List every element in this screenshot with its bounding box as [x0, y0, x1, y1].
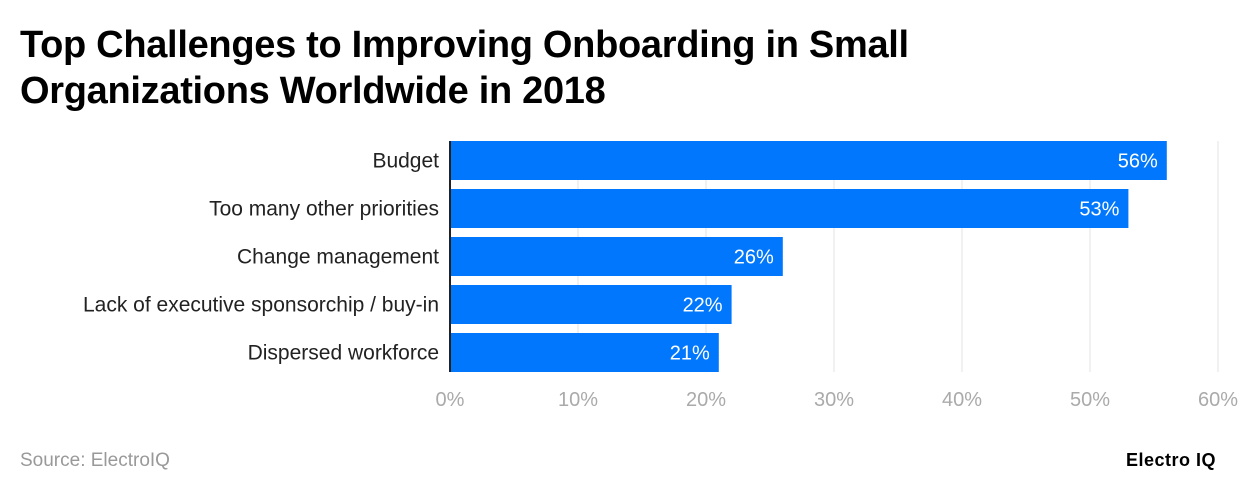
bar: [450, 285, 732, 324]
data-label: 26%: [734, 247, 774, 269]
x-tick-label: 20%: [686, 389, 726, 411]
category-label: Budget: [372, 150, 439, 173]
source-note: Source: ElectroIQ: [20, 450, 170, 471]
x-tick-label: 60%: [1198, 389, 1238, 411]
x-tick-label: 30%: [814, 389, 854, 411]
category-label: Change management: [237, 246, 439, 269]
x-tick-label: 0%: [436, 389, 465, 411]
category-label: Lack of executive sponsorchip / buy-in: [83, 294, 439, 317]
bar: [450, 333, 719, 372]
x-tick-label: 10%: [558, 389, 598, 411]
category-label: Dispersed workforce: [248, 342, 439, 365]
category-label: Too many other priorities: [209, 198, 439, 221]
chart-title: Top Challenges to Improving Onboarding i…: [20, 24, 909, 112]
bar: [450, 237, 783, 276]
x-tick-label: 50%: [1070, 389, 1110, 411]
x-tick-label: 40%: [942, 389, 982, 411]
bar: [450, 189, 1129, 228]
bar: [450, 141, 1167, 180]
data-label: 21%: [670, 343, 710, 365]
data-label: 53%: [1079, 199, 1119, 221]
data-label: 22%: [683, 295, 723, 317]
brand-logo: Electro IQ: [1125, 450, 1216, 470]
data-label: 56%: [1118, 151, 1158, 173]
